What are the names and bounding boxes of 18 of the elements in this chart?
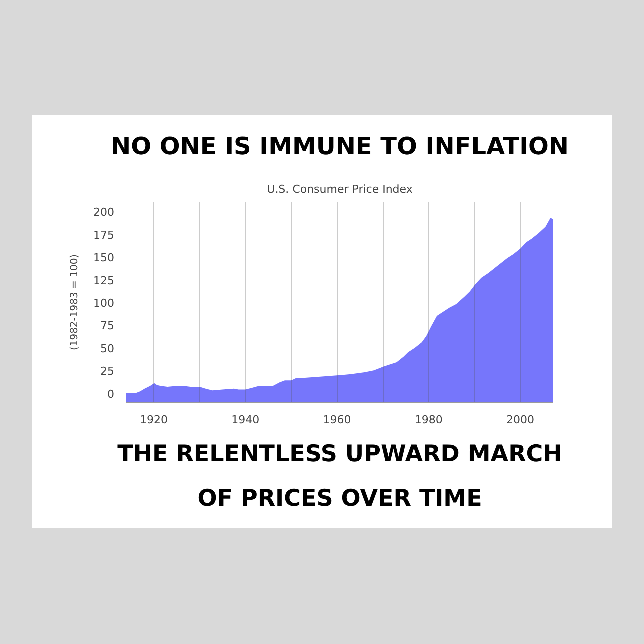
y-tick-label: 125	[94, 274, 115, 288]
x-tick-label: 1920	[140, 414, 168, 426]
x-tick-label: 1940	[232, 414, 260, 426]
chart-title: NO ONE IS IMMUNE TO INFLATION	[111, 132, 570, 160]
y-axis-title: (1982-1983 = 100)	[70, 254, 81, 351]
chart-subtitle: U.S. Consumer Price Index	[267, 183, 414, 196]
x-tick-label: 1980	[414, 414, 443, 426]
y-tick-label: 75	[100, 320, 115, 333]
y-tick-label: 100	[94, 297, 115, 310]
y-tick-label: 0	[108, 388, 114, 401]
x-tick-label: 1960	[323, 414, 352, 426]
y-tick-label: 150	[94, 252, 115, 265]
y-tick-label: 175	[94, 228, 115, 242]
x-tick-label: 2000	[506, 414, 535, 426]
y-tick-label: 25	[100, 365, 115, 378]
y-tick-label: 200	[94, 206, 115, 220]
y-tick-label: 50	[100, 342, 115, 356]
text: THE RELENTLESS UPWARD MARCH OF PRICES OVER TIME	[118, 442, 562, 512]
